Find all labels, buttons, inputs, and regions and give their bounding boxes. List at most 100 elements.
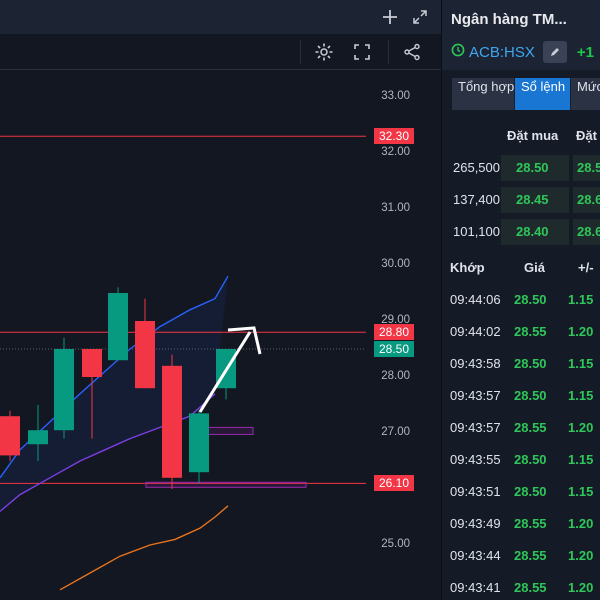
company-name: Ngân hàng TM...: [451, 11, 567, 28]
axis-tick-label: 29.00: [381, 314, 410, 326]
trade-row[interactable]: 09:43:57 28.55 1.20: [442, 412, 600, 444]
axis-tick-label: 25.00: [381, 538, 410, 550]
highlight-box: [145, 481, 307, 488]
trade-price: 28.55: [514, 420, 547, 435]
tab-muc-gia[interactable]: Mức giá: [571, 78, 600, 110]
edit-button[interactable]: [542, 41, 567, 63]
trade-time: 09:43:57: [450, 388, 501, 403]
trade-time: 09:44:06: [450, 292, 501, 307]
trade-row[interactable]: 09:43:58 28.50 1.15: [442, 348, 600, 380]
trade-change: 1.15: [568, 356, 594, 371]
chart-topbar: [0, 0, 441, 34]
trade-row[interactable]: 09:43:44 28.55 1.20: [442, 540, 600, 572]
trade-time: 09:43:41: [450, 580, 501, 595]
price-tag: 28.50: [373, 341, 414, 357]
toolbar-divider: [388, 40, 389, 64]
trade-row[interactable]: 09:43:55 28.50 1.15: [442, 444, 600, 476]
tab-tong-hop[interactable]: Tổng hợp: [452, 78, 515, 110]
trade-row[interactable]: 09:44:02 28.55 1.20: [442, 316, 600, 348]
highlight-box: [204, 426, 254, 435]
pencil-icon: [550, 48, 559, 56]
axis-tick-label: 28.00: [381, 370, 410, 382]
ask-price: 28.6: [577, 192, 600, 207]
trade-price: 28.50: [514, 356, 547, 371]
trade-price: 28.50: [514, 484, 547, 499]
trade-change: 1.20: [568, 580, 594, 595]
bid-volume: 137,400: [453, 192, 500, 207]
axis-tick-label: 33.00: [381, 90, 410, 102]
ask-price: 28.5: [577, 160, 600, 175]
fullscreen-icon[interactable]: [350, 40, 374, 64]
trade-price: 28.50: [514, 452, 547, 467]
trade-change: 1.20: [568, 420, 594, 435]
expand-icon[interactable]: [408, 5, 432, 29]
trade-row[interactable]: 09:43:51 28.50 1.15: [442, 476, 600, 508]
trade-price: 28.50: [514, 292, 547, 307]
candle-body: [162, 365, 182, 478]
trade-time: 09:43:44: [450, 548, 501, 563]
trade-price: 28.55: [514, 324, 547, 339]
trade-time: 09:44:02: [450, 324, 501, 339]
time-column-header: Khớp: [450, 260, 485, 275]
trade-change: 1.15: [568, 292, 594, 307]
price-chart[interactable]: [0, 0, 441, 600]
trade-price: 28.55: [514, 516, 547, 531]
axis-tick-label: 27.00: [381, 426, 410, 438]
trade-change: 1.20: [568, 516, 594, 531]
tab-so-lenh[interactable]: Sổ lệnh: [515, 78, 571, 110]
price-tag: 32.30: [373, 128, 414, 145]
candle-body: [82, 349, 102, 377]
trade-change: 1.15: [568, 484, 594, 499]
toolbar-divider: [300, 40, 301, 64]
candle-body: [28, 430, 48, 445]
chart-toolbar: [0, 34, 441, 70]
candle-body: [108, 293, 128, 361]
trade-change: 1.15: [568, 452, 594, 467]
trade-time: 09:43:57: [450, 420, 501, 435]
candle-body: [189, 413, 209, 473]
trade-row[interactable]: 09:44:06 28.50 1.15: [442, 284, 600, 316]
axis-tick-label: 30.00: [381, 258, 410, 270]
ask-price: 28.6: [577, 224, 600, 239]
buy-column-header: Đặt mua: [507, 128, 559, 143]
add-icon[interactable]: [378, 5, 402, 29]
sell-column-header: Đặt: [576, 128, 597, 143]
trade-row[interactable]: 09:43:41 28.55 1.20: [442, 572, 600, 600]
order-book-row[interactable]: 101,100 28.40 28.6: [442, 216, 600, 248]
share-icon[interactable]: [400, 40, 424, 64]
ma-band: [0, 276, 228, 512]
trend-arrow-head: [227, 326, 262, 355]
bid-volume: 265,500: [453, 160, 500, 175]
axis-tick-label: 32.00: [381, 146, 410, 158]
ticker-row: ACB:HSX +1: [451, 40, 594, 64]
candle-body: [135, 321, 155, 389]
trade-price: 28.55: [514, 580, 547, 595]
candle-body: [54, 349, 74, 431]
trade-time: 09:43:51: [450, 484, 501, 499]
bid-price: 28.45: [516, 192, 549, 207]
trade-row[interactable]: 09:43:49 28.55 1.20: [442, 508, 600, 540]
clock-icon: [451, 43, 465, 62]
price-tag: 28.80: [373, 324, 414, 341]
candle-body: [0, 416, 20, 456]
settings-icon[interactable]: [312, 40, 336, 64]
change-column-header: +/-: [578, 260, 594, 275]
trades-header: Khớp Giá +/-: [442, 252, 600, 282]
ticker-symbol[interactable]: ACB:HSX: [469, 43, 535, 61]
trade-time: 09:43:49: [450, 516, 501, 531]
price-tag: 26.10: [373, 475, 414, 492]
order-book-row[interactable]: 265,500 28.50 28.5: [442, 152, 600, 184]
info-tabs: Tổng hợp Sổ lệnh Mức giá: [452, 78, 600, 110]
chart-panel[interactable]: 33.0032.0031.0030.0029.0028.0027.0026.00…: [0, 0, 441, 600]
trade-price: 28.55: [514, 548, 547, 563]
trade-time: 09:43:55: [450, 452, 501, 467]
trade-change: 1.15: [568, 388, 594, 403]
price-change: +1: [576, 43, 594, 61]
trade-time: 09:43:58: [450, 356, 501, 371]
trade-change: 1.20: [568, 324, 594, 339]
order-book-header: Đặt mua Đặt: [442, 118, 600, 152]
price-column-header: Giá: [524, 260, 545, 275]
trade-row[interactable]: 09:43:57 28.50 1.15: [442, 380, 600, 412]
bid-price: 28.40: [516, 224, 549, 239]
order-book-row[interactable]: 137,400 28.45 28.6: [442, 184, 600, 216]
